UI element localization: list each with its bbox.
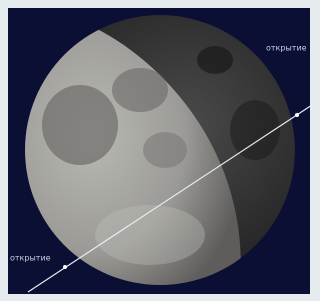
label: открытие [10, 254, 51, 263]
mare-dark [197, 46, 233, 74]
mare [143, 132, 187, 168]
highlands [95, 205, 205, 265]
moon-image: открытие открытие [0, 0, 317, 301]
mare [112, 68, 168, 112]
page: открытие открытие (() => { const data = … [0, 0, 320, 301]
contact-point [295, 113, 299, 117]
mare-dark [230, 100, 280, 160]
contact-point [63, 265, 67, 269]
mare [42, 85, 118, 165]
label: открытие [266, 44, 307, 53]
